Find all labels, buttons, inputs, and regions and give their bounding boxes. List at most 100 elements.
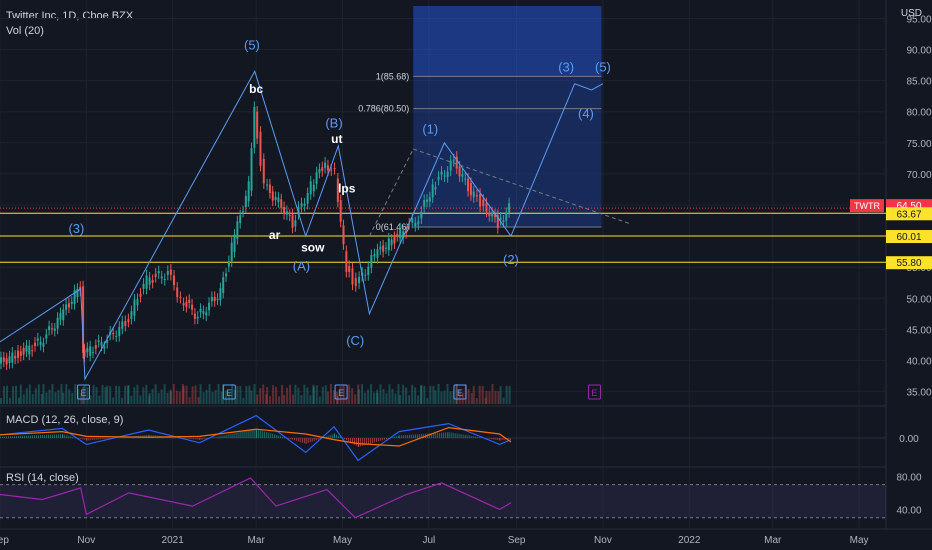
- candle-body: [467, 178, 470, 192]
- volume-bar: [417, 395, 420, 404]
- time-tick-label: Sep: [508, 535, 526, 546]
- macd-histogram-bar: [104, 438, 106, 439]
- macd-histogram-bar: [58, 434, 59, 438]
- macd-histogram-bar: [194, 438, 196, 440]
- candle-body: [166, 270, 169, 275]
- volume-bar: [163, 384, 166, 404]
- volume-bar: [315, 385, 318, 404]
- volume-bar: [326, 391, 329, 404]
- macd-histogram-bar: [170, 437, 172, 438]
- macd-histogram-bar: [42, 434, 43, 438]
- volume-bar: [458, 389, 461, 404]
- macd-histogram-bar: [68, 435, 70, 438]
- macd-histogram-bar: [96, 438, 98, 440]
- candle-body: [440, 171, 443, 175]
- macd-histogram-bar: [364, 438, 366, 446]
- earnings-marker: [222, 384, 236, 400]
- candle-body: [106, 340, 109, 343]
- macd-histogram-bar: [52, 434, 53, 438]
- candle-body: [485, 203, 488, 212]
- macd-histogram-bar: [233, 433, 235, 438]
- macd-histogram-bar: [394, 436, 396, 438]
- macd-histogram-bar: [100, 438, 102, 440]
- volume-bar: [194, 385, 197, 404]
- volume-bar: [253, 384, 256, 404]
- volume-bar: [151, 389, 154, 404]
- macd-histogram-bar: [413, 434, 415, 438]
- macd-histogram-bar: [468, 435, 470, 438]
- macd-histogram-bar: [448, 432, 450, 438]
- volume-bar: [370, 384, 373, 404]
- wave-label: (3): [558, 59, 574, 74]
- macd-histogram-bar: [503, 438, 505, 440]
- volume-bar: [225, 390, 228, 404]
- candle-body: [173, 275, 176, 286]
- candle-body: [70, 301, 73, 304]
- volume-bar: [250, 390, 253, 404]
- volume-bar: [289, 384, 292, 404]
- macd-histogram-bar: [466, 435, 468, 438]
- fib-level-label: 0.786(80.50): [358, 104, 409, 114]
- volume-bar: [278, 396, 281, 404]
- time-tick-label: Jul: [422, 535, 435, 546]
- volume-bar: [175, 390, 178, 404]
- volume-bar: [211, 392, 214, 404]
- price-tick-label: 35.00: [906, 388, 931, 399]
- macd-histogram-bar: [32, 435, 33, 438]
- candle-body: [233, 234, 236, 252]
- candle-body: [28, 345, 31, 355]
- volume-bar: [68, 389, 71, 404]
- macd-histogram-bar: [56, 434, 57, 438]
- volume-bar: [345, 396, 348, 404]
- volume-bar: [136, 384, 139, 404]
- volume-bar: [104, 387, 107, 404]
- time-tick-label: Mar: [764, 535, 782, 546]
- wave-label: lps: [338, 182, 356, 196]
- macd-histogram-bar: [380, 438, 382, 441]
- volume-bar: [205, 389, 208, 404]
- macd-histogram-bar: [509, 438, 511, 439]
- time-tick-label: 2022: [678, 535, 701, 546]
- candle-body: [100, 342, 103, 346]
- macd-histogram-bar: [10, 436, 11, 438]
- volume-bar: [491, 384, 494, 404]
- macd-histogram-bar: [28, 435, 29, 438]
- volume-bar: [37, 384, 40, 404]
- macd-histogram-bar: [229, 434, 231, 438]
- volume-bar: [294, 384, 297, 404]
- earnings-marker-letter: E: [457, 388, 463, 398]
- macd-histogram-bar: [74, 437, 76, 438]
- candle-body: [199, 308, 202, 313]
- macd-histogram-bar: [30, 435, 31, 438]
- price-level-badge-label: 64.50: [896, 201, 921, 212]
- candle-body: [283, 207, 286, 214]
- macd-histogram-bar: [472, 436, 474, 438]
- volume-bar: [130, 395, 133, 404]
- volume-bar: [470, 393, 473, 404]
- volume-bar: [236, 385, 239, 404]
- macd-histogram-bar: [360, 438, 362, 447]
- volume-bar: [242, 397, 245, 404]
- macd-histogram-bar: [12, 436, 13, 438]
- macd-histogram-bar: [478, 437, 480, 438]
- candle-body: [431, 184, 434, 198]
- candle-body: [222, 277, 225, 293]
- volume-bar: [3, 385, 5, 404]
- candle-body: [73, 290, 76, 305]
- macd-histogram-bar: [272, 433, 274, 438]
- macd-histogram-bar: [235, 433, 237, 438]
- price-tick-label: 40.00: [906, 356, 931, 367]
- macd-histogram-bar: [221, 435, 223, 438]
- volume-bar: [342, 385, 345, 404]
- candle-body: [256, 111, 259, 139]
- macd-histogram-bar: [429, 433, 431, 438]
- macd-histogram-bar: [421, 434, 423, 438]
- volume-bar: [121, 397, 124, 404]
- macd-histogram-bar: [334, 433, 336, 438]
- macd-histogram-bar: [239, 432, 241, 438]
- macd-histogram-bar: [288, 438, 290, 439]
- candle-body: [318, 169, 321, 173]
- candle-body: [242, 211, 245, 213]
- macd-histogram-bar: [108, 438, 110, 439]
